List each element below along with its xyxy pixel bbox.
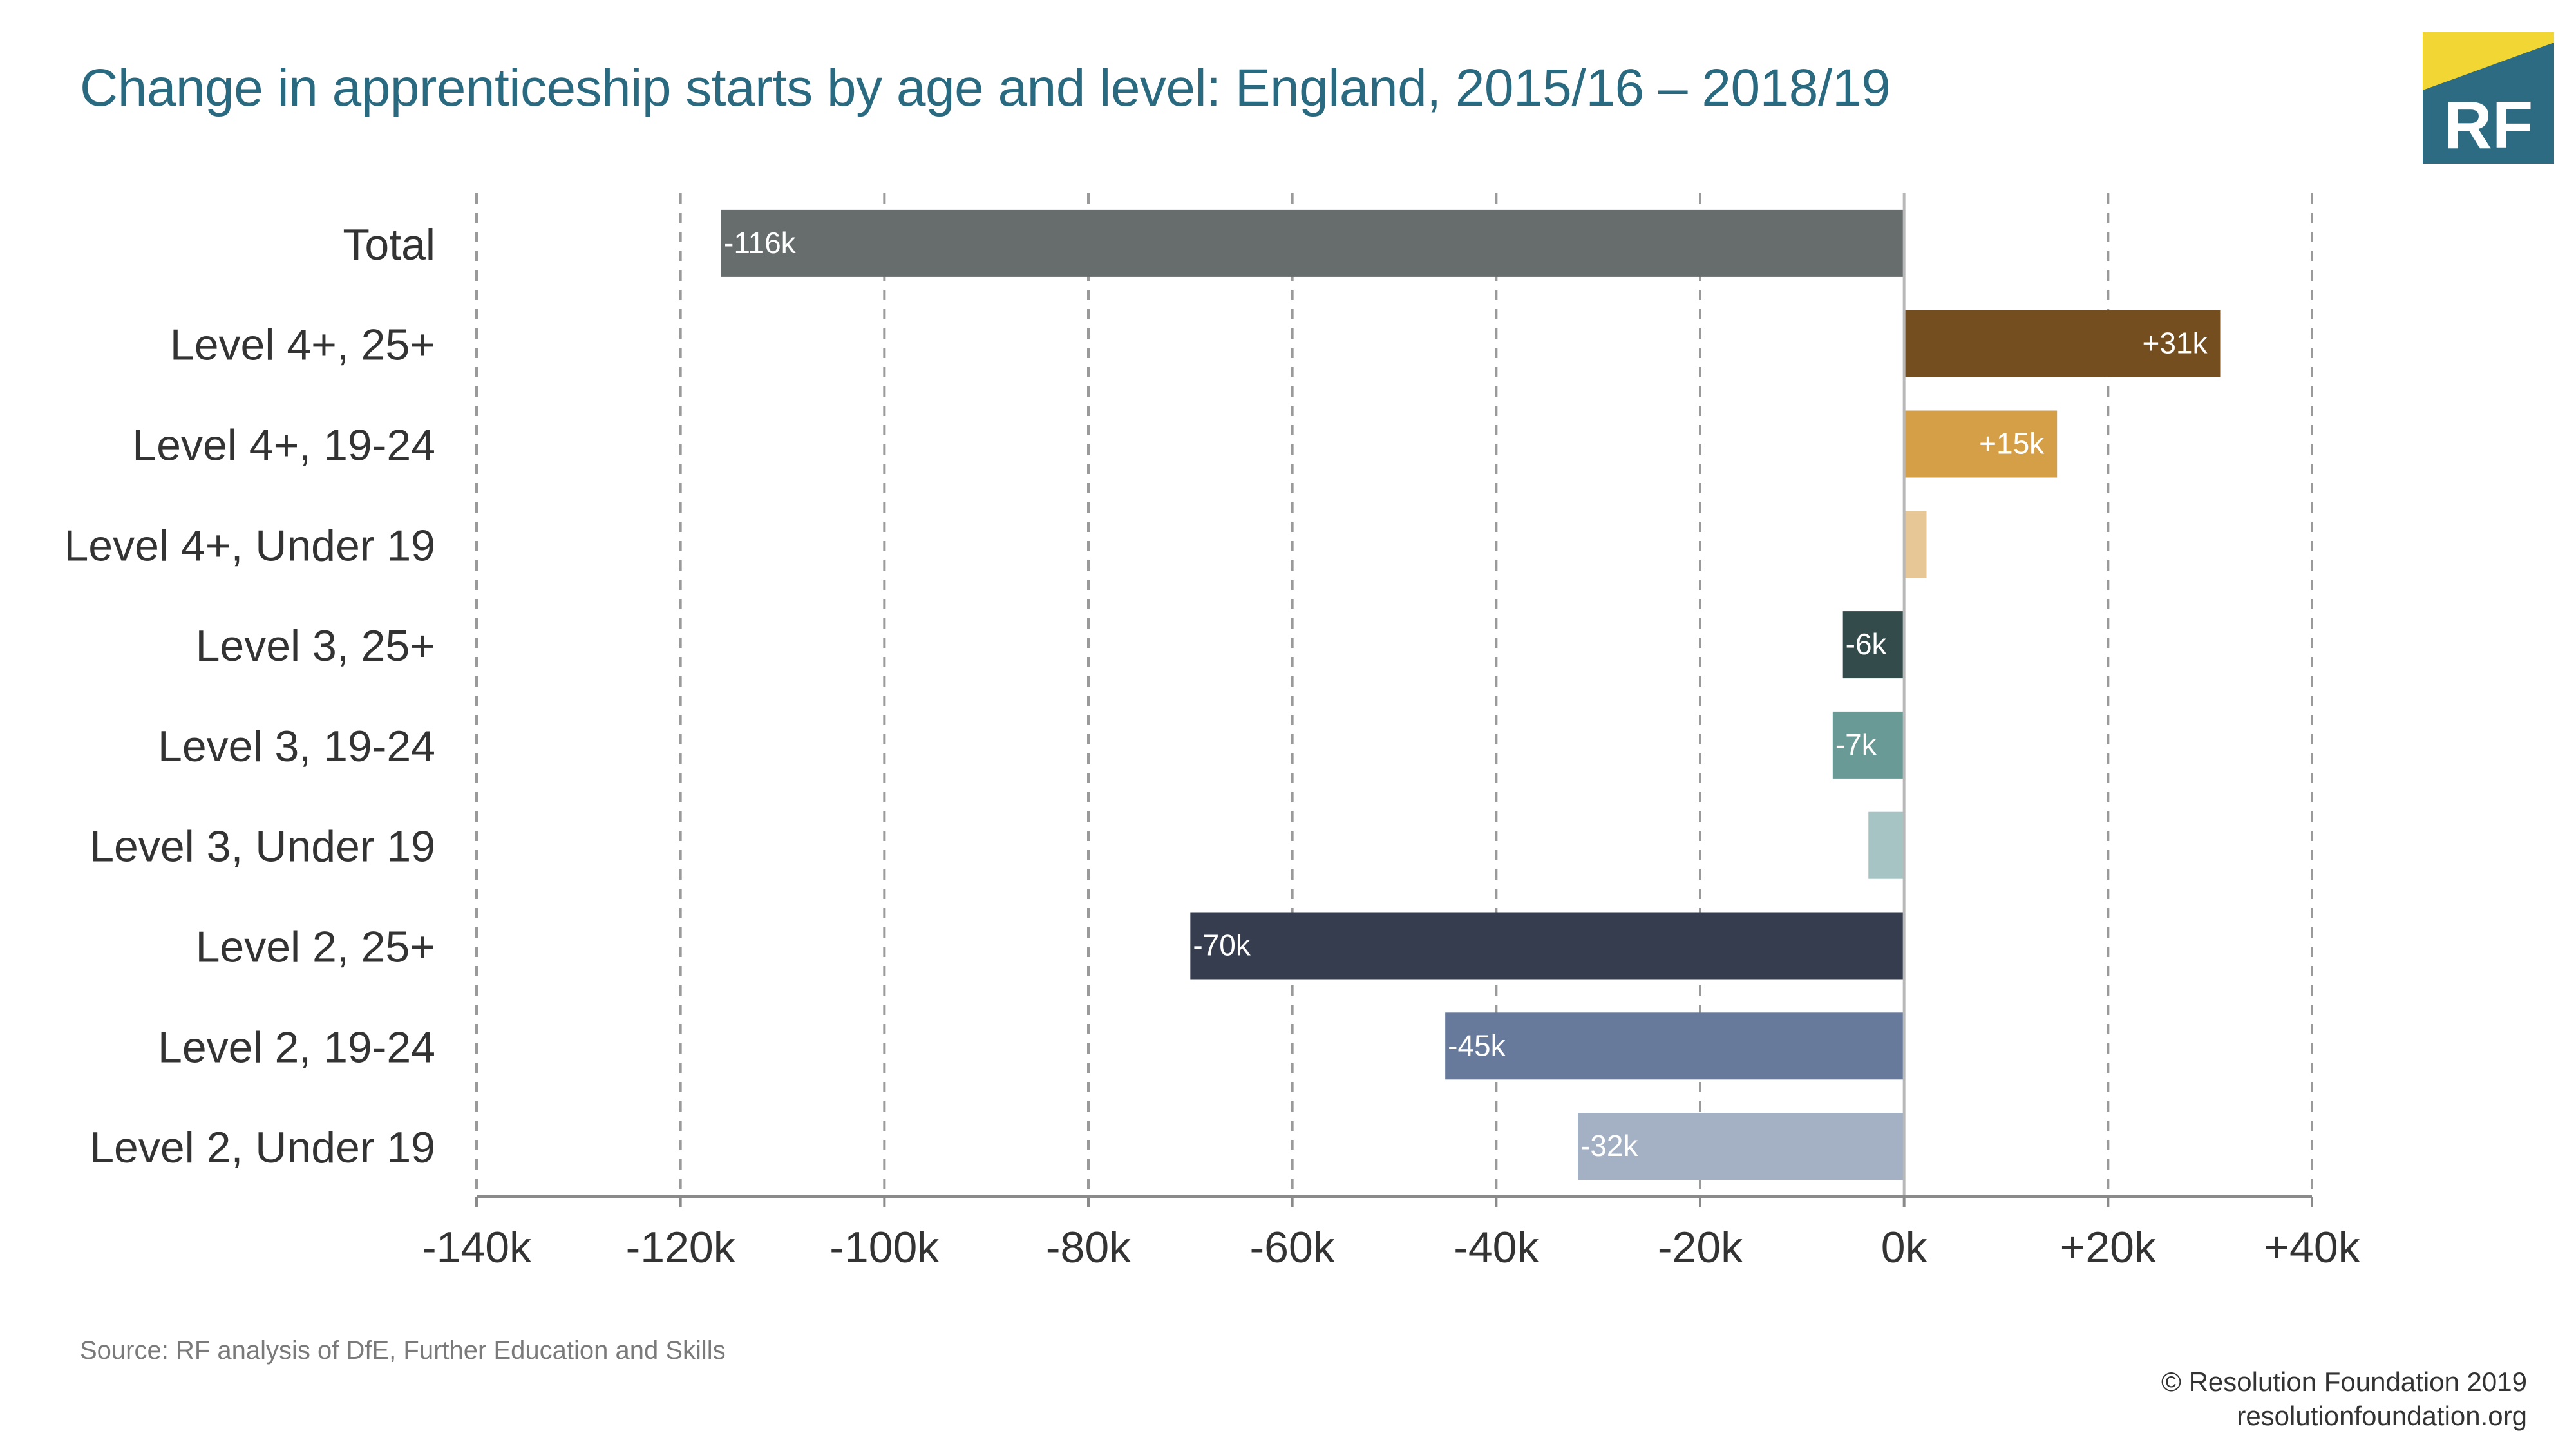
category-label-8: Level 2, 19-24 [158, 1023, 435, 1072]
x-tick-label-6: -20k [1658, 1223, 1743, 1272]
bar-2 [1904, 410, 2058, 478]
category-label-7: Level 2, 25+ [196, 923, 435, 972]
data-label-8: -45k [1448, 1028, 1506, 1062]
bar-6 [1868, 811, 1904, 879]
bar-0 [721, 209, 1904, 277]
category-label-5: Level 3, 19-24 [158, 722, 435, 771]
website-link[interactable]: resolutionfoundation.org [2237, 1401, 2527, 1431]
x-tick-label-8: +20k [2060, 1223, 2157, 1272]
category-label-4: Level 3, 25+ [196, 621, 435, 670]
rf-logo: RF [2423, 32, 2554, 164]
category-label-2: Level 4+, 19-24 [132, 421, 435, 470]
x-tick-label-3: -80k [1046, 1223, 1132, 1272]
x-tick-label-1: -120k [626, 1223, 736, 1272]
x-tick-label-7: 0k [1881, 1223, 1928, 1272]
bar-7 [1190, 912, 1904, 980]
bar-1 [1904, 310, 2221, 377]
bar-4 [1842, 611, 1904, 679]
category-label-6: Level 3, Under 19 [90, 822, 435, 871]
category-label-0: Total [343, 220, 435, 269]
category-label-1: Level 4+, 25+ [170, 321, 435, 370]
bar-3 [1904, 511, 1927, 578]
chart-title: Change in apprenticeship starts by age a… [80, 59, 1891, 117]
logo-yellow-triangle [2423, 32, 2554, 90]
x-tick-label-5: -40k [1454, 1223, 1539, 1272]
bar-chart: -116k Total +31k Level 4+, 25+ +15k Level 4+,… [64, 193, 2361, 1272]
x-tick-label-0: -140k [422, 1223, 532, 1272]
data-label-5: -7k [1835, 728, 1877, 761]
data-label-4: -6k [1846, 627, 1888, 661]
bar-8 [1445, 1012, 1904, 1080]
x-tick-label-4: -60k [1250, 1223, 1336, 1272]
logo-text: RF [2444, 88, 2533, 163]
category-label-3: Level 4+, Under 19 [64, 521, 435, 570]
source-note: Source: RF analysis of DfE, Further Educ… [80, 1336, 726, 1365]
category-label-9: Level 2, Under 19 [90, 1123, 435, 1172]
x-tick-label-9: +40k [2264, 1223, 2360, 1272]
data-label-7: -70k [1193, 929, 1251, 962]
copyright-notice: © Resolution Foundation 2019 [2161, 1367, 2527, 1397]
data-label-1: +31k [2142, 327, 2208, 360]
data-label-2: +15k [1979, 427, 2045, 460]
data-label-0: -116k [724, 226, 797, 260]
data-label-9: -32k [1580, 1129, 1638, 1162]
x-tick-label-2: -100k [829, 1223, 940, 1272]
bar-5 [1832, 711, 1904, 779]
bar-9 [1578, 1113, 1904, 1180]
